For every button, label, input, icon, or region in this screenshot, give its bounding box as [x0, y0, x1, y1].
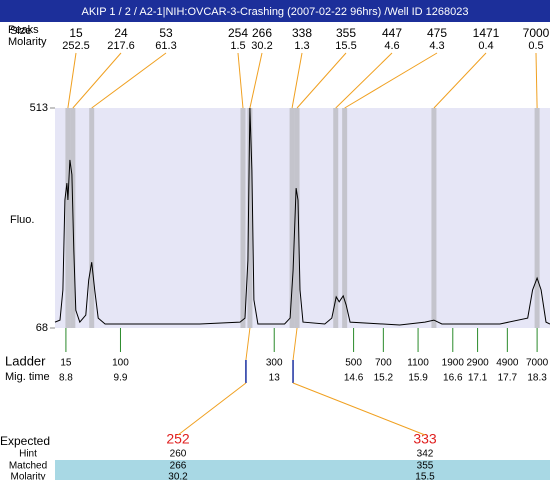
peak-connector — [67, 52, 77, 109]
ladder-size: 2900 — [466, 358, 489, 369]
expected-label: Matched — [9, 461, 47, 472]
peak-size: 24 — [114, 26, 128, 40]
ladder-size: 500 — [345, 358, 362, 369]
match-connector — [292, 382, 426, 436]
peak-connector — [237, 52, 244, 109]
peak-molarity: 1.5 — [230, 40, 245, 52]
peak-band — [240, 108, 246, 328]
peak-molarity: 252.5 — [62, 40, 90, 52]
trace — [54, 107, 550, 326]
peak-molarity: 1.3 — [294, 40, 309, 52]
chart-title: AKIP 1 / 2 / A2-1|NIH:OVCAR-3-Crashing (… — [81, 6, 468, 18]
expected-label: Expected — [0, 434, 50, 448]
y-axis-label: Fluo. — [10, 214, 34, 226]
match-connector — [292, 327, 298, 361]
peak-size: 7000 — [523, 26, 550, 40]
expected-expected: 333 — [413, 431, 437, 447]
plot-background — [55, 108, 550, 328]
ladder-size: 300 — [266, 358, 283, 369]
ladder-time: 13 — [269, 373, 281, 384]
ladder-time: 16.6 — [443, 373, 463, 384]
peak-size: 53 — [159, 26, 173, 40]
ladder-time: 14.6 — [344, 373, 364, 384]
peak-connector — [433, 52, 487, 109]
peak-size: 266 — [252, 26, 272, 40]
peak-band — [289, 108, 295, 328]
ladder-size: 100 — [112, 358, 129, 369]
peak-header: Peaks — [8, 24, 39, 36]
peak-molarity: 0.4 — [478, 40, 493, 52]
peak-band — [89, 108, 95, 328]
ladder-time: 8.8 — [59, 373, 73, 384]
peak-size: 338 — [292, 26, 312, 40]
peak-molarity: 4.3 — [429, 40, 444, 52]
match-connector — [245, 327, 251, 361]
peak-header: Size — [10, 25, 31, 37]
peak-size: 475 — [427, 26, 447, 40]
ladder-size: 7000 — [526, 358, 549, 369]
peak-molarity: 0.5 — [528, 40, 543, 52]
ladder-size: 1100 — [407, 358, 429, 369]
expected-hint: 342 — [417, 449, 434, 460]
peak-molarity: 61.3 — [155, 40, 176, 52]
peak-band — [65, 108, 71, 328]
y-tick-label: 68 — [36, 322, 48, 334]
ladder-size: 700 — [375, 358, 392, 369]
match-connector — [177, 382, 247, 436]
ladder-label: Mig. time — [5, 371, 50, 383]
title-bar — [0, 0, 550, 22]
expected-hint: 260 — [170, 449, 187, 460]
peak-connector — [296, 52, 347, 109]
peak-size: 1471 — [473, 26, 500, 40]
peak-size: 447 — [382, 26, 402, 40]
peak-size: 254 — [228, 26, 248, 40]
ladder-time: 15.9 — [408, 373, 428, 384]
peak-size: 15 — [69, 26, 83, 40]
peak-molarity: 217.6 — [107, 40, 135, 52]
peak-connector — [535, 52, 538, 109]
peak-band — [294, 108, 300, 328]
peak-size: 355 — [336, 26, 356, 40]
y-tick-label: 513 — [30, 102, 48, 114]
expected-matched: 266 — [170, 461, 187, 472]
ladder-time: 17.7 — [498, 373, 518, 384]
peak-molarity: 30.2 — [251, 40, 272, 52]
ladder-size: 15 — [60, 358, 72, 369]
ladder-size: 4900 — [496, 358, 519, 369]
peak-band — [247, 108, 253, 328]
ladder-size: 1900 — [442, 358, 465, 369]
peak-connector — [249, 52, 263, 109]
expected-matched: 355 — [417, 461, 434, 472]
peak-header: Molarity — [8, 36, 47, 48]
peak-connector — [91, 52, 167, 109]
peak-band — [431, 108, 437, 328]
peak-connector — [335, 52, 393, 109]
peak-band — [342, 108, 348, 328]
expected-expected: 252 — [166, 431, 190, 447]
peak-band — [534, 108, 540, 328]
expected-molarity: 30.2 — [168, 472, 188, 480]
peak-band — [333, 108, 339, 328]
ladder-time: 17.1 — [468, 373, 488, 384]
ladder-time: 18.3 — [527, 373, 547, 384]
expected-label: Hint — [19, 449, 37, 460]
peak-connector — [72, 52, 122, 109]
ladder-time: 9.9 — [114, 373, 128, 384]
expected-label: Molarity — [10, 472, 45, 480]
peak-molarity: 4.6 — [384, 40, 399, 52]
ladder-label: Ladder — [5, 353, 46, 368]
ladder-time: 15.2 — [374, 373, 394, 384]
peak-connector — [344, 52, 438, 109]
expected-molarity: 15.5 — [415, 472, 435, 480]
peak-connector — [291, 52, 303, 109]
peak-molarity: 15.5 — [335, 40, 356, 52]
matched-row — [55, 460, 550, 480]
